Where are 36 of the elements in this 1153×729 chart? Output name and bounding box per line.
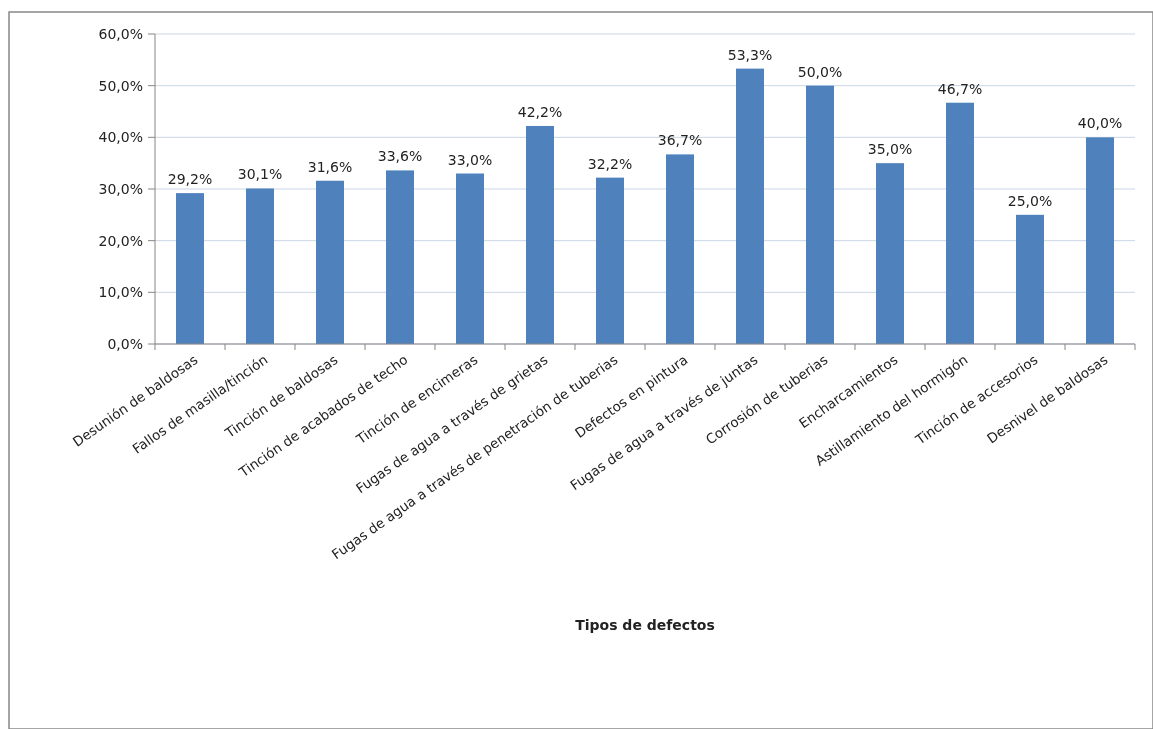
bar <box>666 154 694 344</box>
y-tick-label: 50,0% <box>98 77 143 94</box>
bar <box>1016 214 1044 344</box>
data-label: 25,0% <box>1007 192 1053 209</box>
data-label: 50,0% <box>797 63 843 80</box>
bar <box>806 85 834 344</box>
y-tick-label: 30,0% <box>98 180 143 197</box>
bar <box>526 125 554 344</box>
data-label: 31,6% <box>307 158 353 175</box>
y-tick-label: 10,0% <box>98 284 143 301</box>
data-label: 35,0% <box>867 141 913 158</box>
y-tick-label: 40,0% <box>98 129 143 146</box>
bar <box>246 188 274 344</box>
data-label: 33,0% <box>447 151 493 168</box>
data-label: 30,1% <box>237 166 283 183</box>
data-label: 53,3% <box>727 46 773 63</box>
data-label: 32,2% <box>587 155 633 172</box>
bar <box>386 170 414 344</box>
y-tick-label: 0,0% <box>107 335 143 352</box>
bar <box>176 193 204 344</box>
data-label: 33,6% <box>377 148 423 165</box>
y-tick-label: 20,0% <box>98 232 143 249</box>
data-label: 29,2% <box>167 171 213 188</box>
bar <box>596 177 624 344</box>
data-label: 46,7% <box>937 80 983 97</box>
data-label: 36,7% <box>657 132 703 149</box>
y-tick-label: 60,0% <box>98 25 143 42</box>
x-axis-title: Tipos de defectos <box>575 617 715 633</box>
bar <box>456 173 484 344</box>
bar <box>1086 137 1114 344</box>
bar <box>316 180 344 344</box>
bar <box>876 163 904 344</box>
bar <box>946 102 974 344</box>
data-label: 42,2% <box>517 103 563 120</box>
data-label: 40,0% <box>1077 115 1123 132</box>
bar <box>736 68 764 344</box>
